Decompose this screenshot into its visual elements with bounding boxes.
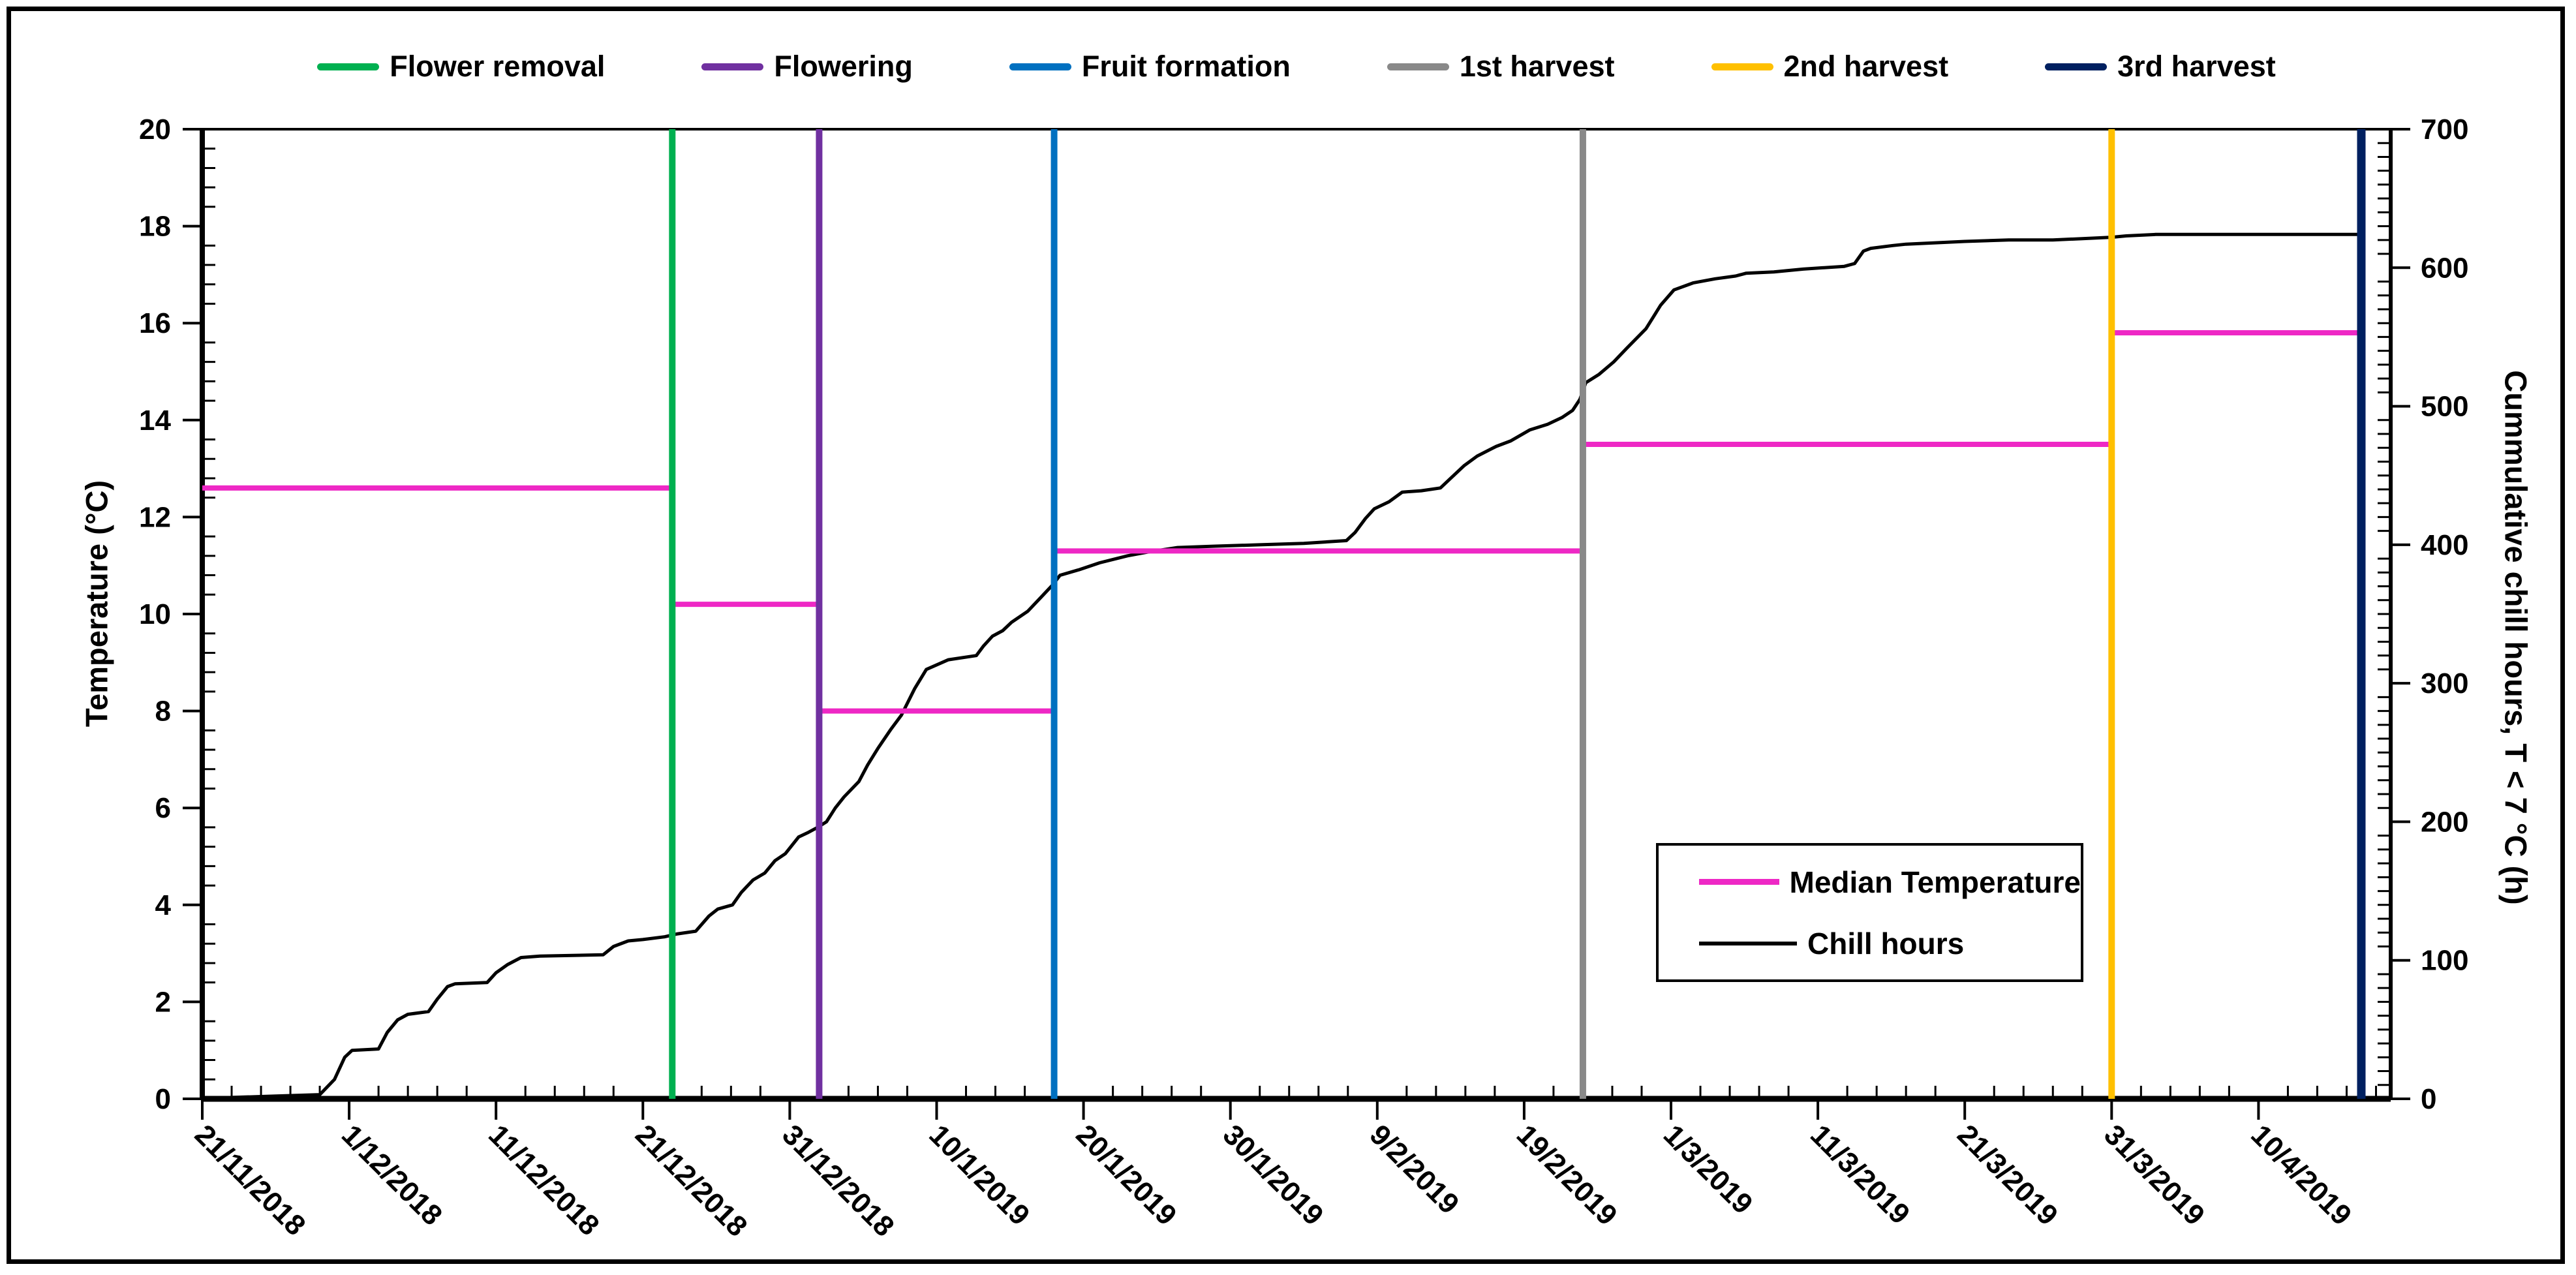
y-left-tick-label: 14 bbox=[139, 405, 171, 437]
event-legend-item-fruit-formation: Fruit formation bbox=[1009, 50, 1291, 84]
event-legend-label: 3rd harvest bbox=[2117, 50, 2276, 83]
event-legend: Flower removal Flowering Fruit formation 1s… bbox=[202, 40, 2391, 93]
x-tick-label: 10/4/2019 bbox=[2245, 1118, 2357, 1231]
series-legend-label: Median Temperature bbox=[1789, 865, 2081, 899]
2nd-harvest-line-swatch-icon bbox=[1711, 63, 1773, 70]
event-legend-item-flowering: Flowering bbox=[701, 50, 913, 84]
y-left-tick-label: 2 bbox=[155, 986, 171, 1018]
y-left-tick-label: 16 bbox=[139, 307, 171, 339]
y-left-tick-label: 8 bbox=[155, 696, 171, 728]
y-right-tick-label: 300 bbox=[2421, 668, 2468, 699]
x-tick-label: 10/1/2019 bbox=[923, 1118, 1035, 1231]
flower-removal-line-swatch-icon bbox=[317, 63, 380, 70]
fruit-formation-line-swatch-icon bbox=[1009, 63, 1071, 70]
3rd-harvest-line-swatch-icon bbox=[2045, 63, 2108, 70]
y-right-tick-label: 200 bbox=[2421, 806, 2468, 838]
y-left-tick-label: 10 bbox=[139, 598, 171, 630]
y-left-tick-label: 4 bbox=[155, 889, 172, 921]
event-legend-label: 1st harvest bbox=[1459, 50, 1615, 83]
series-legend-item-median-temperature: Median Temperature bbox=[1699, 865, 2081, 900]
x-tick-label: 11/3/2019 bbox=[1804, 1118, 1916, 1230]
x-tick-label: 11/12/2018 bbox=[482, 1118, 606, 1242]
chill-hours-series bbox=[200, 232, 2363, 1101]
y-left-tick-label: 6 bbox=[155, 792, 171, 824]
x-tick-label: 30/1/2019 bbox=[1217, 1118, 1330, 1231]
x-tick-label: 21/11/2018 bbox=[189, 1118, 312, 1242]
event-legend-item-1st-harvest: 1st harvest bbox=[1387, 50, 1615, 84]
x-tick-label: 1/12/2018 bbox=[335, 1118, 448, 1231]
event-legend-label: Flower removal bbox=[390, 50, 606, 83]
x-tick-label: 9/2/2019 bbox=[1364, 1118, 1465, 1220]
event-legend-item-flower-removal: Flower removal bbox=[317, 50, 605, 84]
y-left-tick-label: 12 bbox=[139, 501, 171, 533]
series-legend-item-chill-hours: Chill hours bbox=[1699, 926, 2081, 961]
series-legend: Median Temperature Chill hours bbox=[1656, 843, 2083, 982]
y-right-tick-label: 100 bbox=[2421, 945, 2468, 977]
x-tick-label: 20/1/2019 bbox=[1070, 1118, 1183, 1231]
y-left-tick-label: 0 bbox=[155, 1083, 171, 1115]
x-tick-label: 21/3/2019 bbox=[1951, 1118, 2064, 1231]
y-left-tick-label: 18 bbox=[139, 211, 171, 243]
y-left-tick-label: 20 bbox=[139, 114, 171, 146]
event-legend-label: Fruit formation bbox=[1081, 50, 1291, 83]
median-temperature-line-swatch-icon bbox=[1699, 879, 1779, 885]
y-right-tick-label: 700 bbox=[2421, 114, 2468, 146]
right-axis-title: Cummulative chill hours, T < 7 °C (h) bbox=[2498, 370, 2534, 905]
y-right-tick-label: 500 bbox=[2421, 391, 2468, 423]
x-tick-label: 31/12/2018 bbox=[776, 1118, 900, 1242]
1st-harvest-line-swatch-icon bbox=[1387, 63, 1449, 70]
y-right-tick-label: 0 bbox=[2421, 1083, 2436, 1115]
x-tick-label: 21/12/2018 bbox=[629, 1118, 753, 1242]
x-tick-label: 19/2/2019 bbox=[1510, 1118, 1623, 1231]
event-legend-label: Flowering bbox=[774, 50, 913, 83]
x-tick-label: 31/3/2019 bbox=[2098, 1118, 2211, 1231]
event-legend-item-2nd-harvest: 2nd harvest bbox=[1711, 50, 1949, 84]
event-legend-item-3rd-harvest: 3rd harvest bbox=[2045, 50, 2276, 84]
event-legend-label: 2nd harvest bbox=[1783, 50, 1949, 83]
y-right-tick-label: 400 bbox=[2421, 529, 2468, 561]
left-axis-title: Temperature (°C) bbox=[79, 480, 114, 728]
series-legend-label: Chill hours bbox=[1807, 926, 1965, 960]
x-tick-label: 1/3/2019 bbox=[1657, 1118, 1759, 1220]
chill-hours-line-swatch-icon bbox=[1699, 941, 1797, 945]
y-right-tick-label: 600 bbox=[2421, 252, 2468, 284]
flowering-line-swatch-icon bbox=[701, 63, 764, 70]
